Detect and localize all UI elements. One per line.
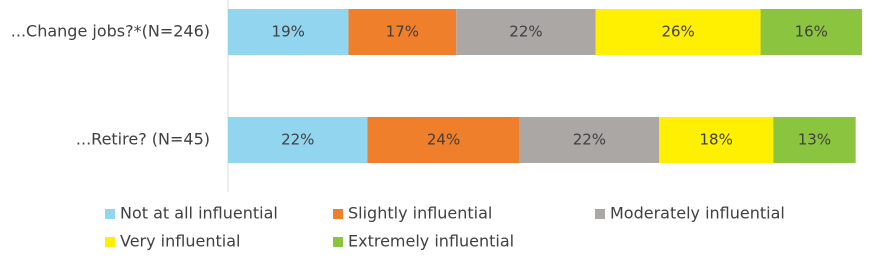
bar-segment [228, 117, 368, 163]
data-label: 18% [700, 131, 733, 149]
legend-label: Extremely influential [348, 232, 514, 251]
legend-label: Moderately influential [610, 204, 785, 223]
bar-segment [760, 9, 862, 55]
bar-segment [773, 117, 856, 163]
legend-swatch [595, 209, 605, 219]
bar-segment [367, 117, 520, 163]
data-label: 24% [427, 131, 460, 149]
data-label: 22% [573, 131, 606, 149]
bar-segment [659, 117, 774, 163]
legend-label: Very influential [120, 232, 240, 251]
category-label: ...Change jobs?*(N=246) [11, 22, 210, 41]
data-label: 22% [509, 23, 542, 41]
legend-swatch [105, 237, 115, 247]
legend-swatch [333, 237, 343, 247]
legend-swatch [333, 209, 343, 219]
data-label: 16% [795, 23, 828, 41]
bar-segment [595, 9, 761, 55]
legend-label: Slightly influential [348, 204, 492, 223]
legend-swatch [105, 209, 115, 219]
category-label: ...Retire? (N=45) [76, 130, 210, 149]
bar-segment [456, 9, 596, 55]
data-label: 19% [272, 23, 305, 41]
data-label: 26% [661, 23, 694, 41]
data-label: 17% [386, 23, 419, 41]
data-label: 13% [798, 131, 831, 149]
bar-segment [519, 117, 660, 163]
data-label: 22% [281, 131, 314, 149]
bar-segment [348, 9, 457, 55]
bar-segment [228, 9, 349, 55]
legend-label: Not at all influential [120, 204, 278, 223]
